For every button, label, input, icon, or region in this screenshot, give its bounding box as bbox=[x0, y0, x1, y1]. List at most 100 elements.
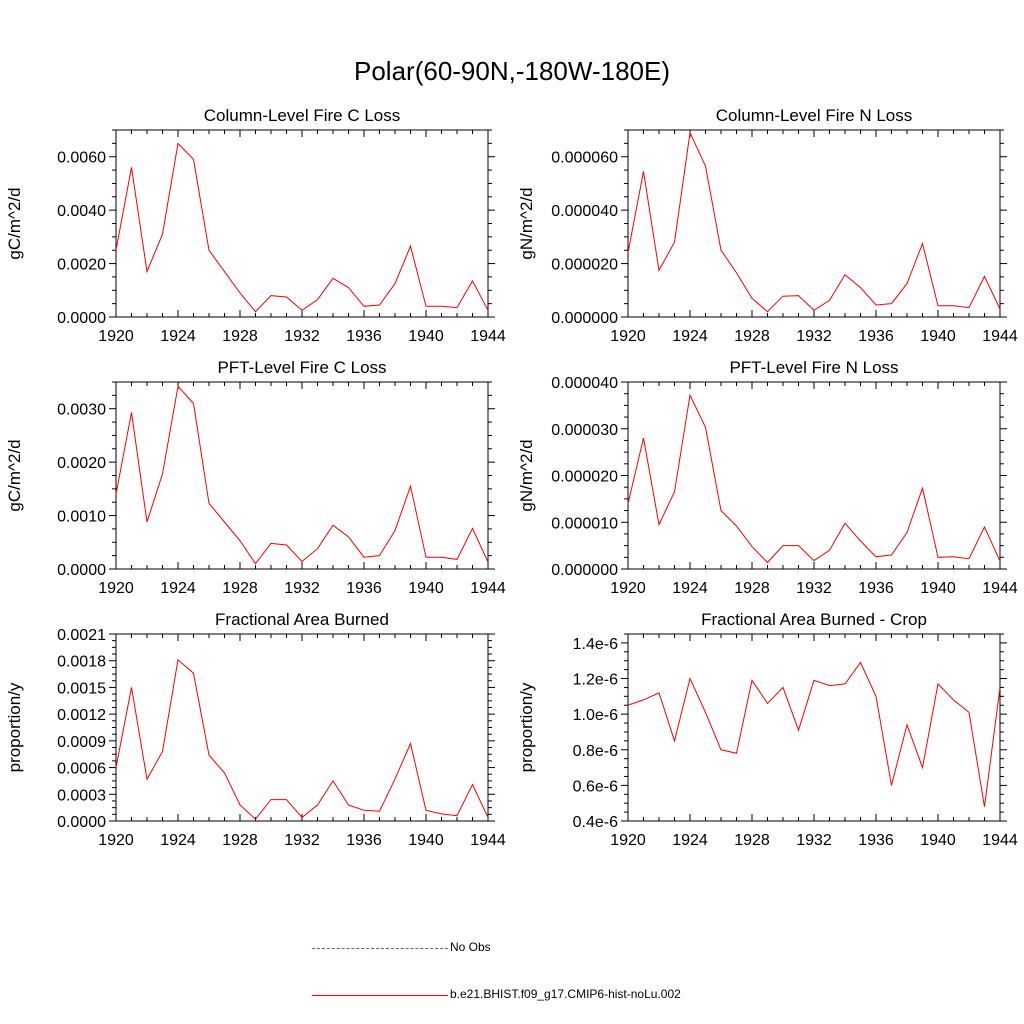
y-axis-label: gC/m^2/d bbox=[5, 439, 24, 511]
x-tick-label: 1920 bbox=[98, 328, 134, 345]
panel-3: PFT-Level Fire C Loss gC/m^2/d 1920 1924 192… bbox=[5, 358, 506, 597]
y-tick-label: 0.0060 bbox=[57, 150, 106, 167]
x-tick-label: 1928 bbox=[222, 832, 258, 849]
y-tick-label: 0.4e-6 bbox=[573, 814, 618, 831]
y-axis-label: gC/m^2/d bbox=[5, 187, 24, 259]
figure-title: Polar(60-90N,-180W-180E) bbox=[354, 56, 670, 86]
y-tick-label: 0.000020 bbox=[551, 257, 618, 274]
y-tick-label: 0.000020 bbox=[551, 469, 618, 486]
y-tick-label: 0.0010 bbox=[57, 509, 106, 526]
x-tick-label: 1940 bbox=[920, 580, 956, 597]
y-tick-label: 0.000000 bbox=[551, 562, 618, 579]
panel-title: PFT-Level Fire C Loss bbox=[217, 358, 386, 377]
panel-title: Column-Level Fire N Loss bbox=[716, 106, 913, 125]
series-line bbox=[115, 385, 489, 565]
y-tick-label: 0.0030 bbox=[57, 402, 106, 419]
x-tick-label: 1928 bbox=[734, 832, 770, 849]
legend-label-model: b.e21.BHIST.f09_g17.CMIP6-hist-noLu.002 bbox=[450, 987, 681, 1001]
x-tick-label: 1920 bbox=[98, 832, 134, 849]
series-line bbox=[627, 130, 1001, 313]
panel-title: Fractional Area Burned - Crop bbox=[701, 610, 927, 629]
y-tick-label: 0.000040 bbox=[551, 375, 618, 392]
x-tick-label: 1936 bbox=[346, 328, 382, 345]
x-tick-label: 1932 bbox=[284, 580, 320, 597]
y-tick-label: 0.000060 bbox=[551, 150, 618, 167]
panel-4: PFT-Level Fire N Loss gN/m^2/d 1920 1924 192… bbox=[517, 358, 1018, 597]
panel-1: Column-Level Fire C Loss gC/m^2/d 1920 1924… bbox=[5, 106, 506, 345]
panel-5: Fractional Area Burned proportion/y 1920 19… bbox=[5, 610, 506, 849]
plot-frame bbox=[115, 381, 489, 570]
x-tick-label: 1920 bbox=[98, 580, 134, 597]
series-line bbox=[627, 661, 1001, 807]
panel-title: Column-Level Fire C Loss bbox=[204, 106, 401, 125]
x-tick-label: 1944 bbox=[470, 580, 506, 597]
y-tick-label: 0.0021 bbox=[57, 627, 106, 644]
panel-title: PFT-Level Fire N Loss bbox=[729, 358, 898, 377]
x-tick-label: 1920 bbox=[610, 580, 646, 597]
x-tick-label: 1940 bbox=[920, 832, 956, 849]
x-tick-label: 1932 bbox=[284, 328, 320, 345]
x-tick-label: 1924 bbox=[160, 832, 196, 849]
y-tick-label: 0.0000 bbox=[57, 562, 106, 579]
y-tick-label: 0.0020 bbox=[57, 257, 106, 274]
x-tick-label: 1944 bbox=[982, 580, 1018, 597]
x-tick-label: 1924 bbox=[672, 580, 708, 597]
x-tick-label: 1932 bbox=[284, 832, 320, 849]
x-tick-label: 1928 bbox=[734, 580, 770, 597]
plot-frame bbox=[627, 633, 1001, 822]
plot-frame bbox=[115, 129, 489, 318]
y-tick-label: 0.0020 bbox=[57, 455, 106, 472]
x-tick-label: 1944 bbox=[982, 832, 1018, 849]
y-tick-label: 0.000030 bbox=[551, 422, 618, 439]
y-tick-label: 0.0009 bbox=[57, 734, 106, 751]
y-tick-label: 0.0000 bbox=[57, 310, 106, 327]
x-tick-label: 1924 bbox=[672, 328, 708, 345]
y-tick-label: 1.2e-6 bbox=[573, 672, 618, 689]
y-axis-label: proportion/y bbox=[5, 682, 24, 772]
y-tick-label: 0.0012 bbox=[57, 707, 106, 724]
series-line bbox=[115, 658, 489, 820]
x-tick-label: 1936 bbox=[346, 832, 382, 849]
x-tick-label: 1920 bbox=[610, 832, 646, 849]
series-line bbox=[627, 393, 1001, 564]
y-axis-label: proportion/y bbox=[517, 682, 536, 772]
x-tick-label: 1928 bbox=[734, 328, 770, 345]
x-tick-label: 1944 bbox=[470, 832, 506, 849]
x-tick-label: 1932 bbox=[796, 580, 832, 597]
x-tick-label: 1940 bbox=[408, 832, 444, 849]
panel-2: Column-Level Fire N Loss gN/m^2/d 1920 1924… bbox=[517, 106, 1018, 345]
plot-frame bbox=[627, 129, 1001, 318]
x-tick-label: 1940 bbox=[920, 328, 956, 345]
series-line bbox=[115, 142, 489, 313]
x-tick-label: 1940 bbox=[408, 328, 444, 345]
y-tick-label: 0.0003 bbox=[57, 787, 106, 804]
y-tick-label: 0.0040 bbox=[57, 203, 106, 220]
y-tick-label: 0.0015 bbox=[57, 680, 106, 697]
panel-title: Fractional Area Burned bbox=[215, 610, 389, 629]
x-tick-label: 1932 bbox=[796, 832, 832, 849]
y-tick-label: 0.0006 bbox=[57, 761, 106, 778]
x-tick-label: 1936 bbox=[858, 580, 894, 597]
panel-6: Fractional Area Burned - Crop proportion/… bbox=[517, 610, 1018, 849]
x-tick-label: 1944 bbox=[982, 328, 1018, 345]
y-tick-label: 0.000000 bbox=[551, 310, 618, 327]
legend-label-obs: No Obs bbox=[450, 940, 491, 954]
x-tick-label: 1924 bbox=[160, 580, 196, 597]
x-tick-label: 1940 bbox=[408, 580, 444, 597]
y-axis-label: gN/m^2/d bbox=[517, 439, 536, 511]
y-axis-label: gN/m^2/d bbox=[517, 187, 536, 259]
y-tick-label: 1.4e-6 bbox=[573, 636, 618, 653]
y-tick-label: 0.0000 bbox=[57, 814, 106, 831]
x-tick-label: 1944 bbox=[470, 328, 506, 345]
x-tick-label: 1924 bbox=[160, 328, 196, 345]
x-tick-label: 1936 bbox=[346, 580, 382, 597]
y-tick-label: 1.0e-6 bbox=[573, 707, 618, 724]
legend-swatch-solid bbox=[312, 995, 448, 996]
y-tick-label: 0.6e-6 bbox=[573, 778, 618, 795]
x-tick-label: 1936 bbox=[858, 832, 894, 849]
plot-frame bbox=[115, 633, 489, 822]
plot-frame bbox=[627, 381, 1001, 570]
y-tick-label: 0.000010 bbox=[551, 515, 618, 532]
x-tick-label: 1928 bbox=[222, 580, 258, 597]
